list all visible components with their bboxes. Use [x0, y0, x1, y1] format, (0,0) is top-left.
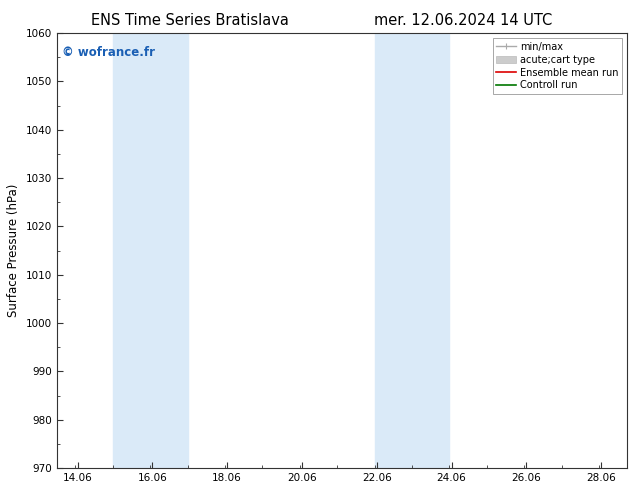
Legend: min/max, acute;cart type, Ensemble mean run, Controll run: min/max, acute;cart type, Ensemble mean …	[493, 38, 622, 95]
Text: mer. 12.06.2024 14 UTC: mer. 12.06.2024 14 UTC	[373, 13, 552, 28]
Y-axis label: Surface Pressure (hPa): Surface Pressure (hPa)	[7, 184, 20, 318]
Bar	[375, 33, 450, 468]
Text: © wofrance.fr: © wofrance.fr	[62, 46, 155, 59]
Bar	[113, 33, 188, 468]
Text: ENS Time Series Bratislava: ENS Time Series Bratislava	[91, 13, 289, 28]
